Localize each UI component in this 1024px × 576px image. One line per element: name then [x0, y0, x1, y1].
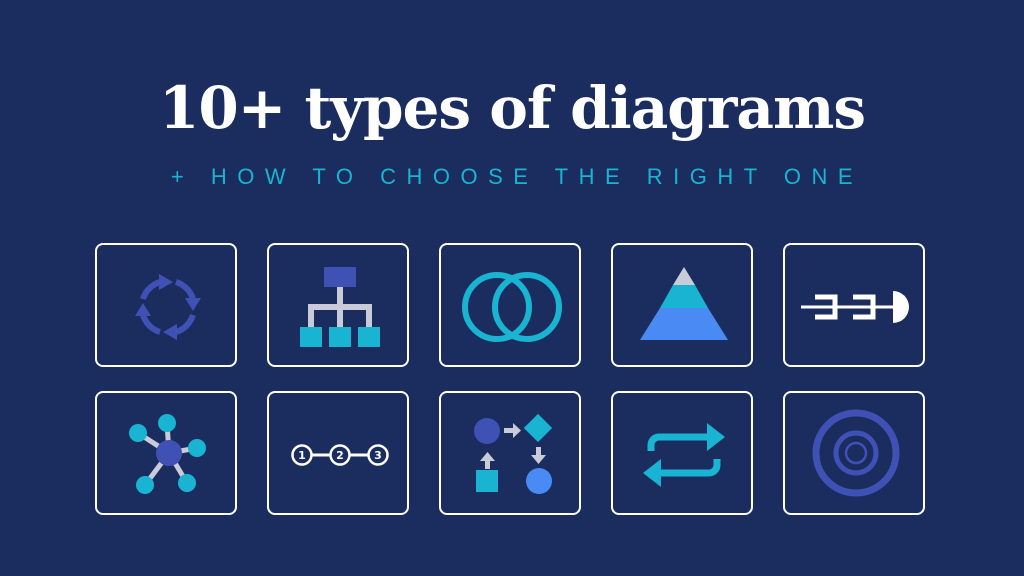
cycle-icon	[135, 274, 201, 340]
fishbone-icon	[801, 291, 909, 323]
timeline-step-2-label: 2	[336, 449, 344, 462]
timeline-icon: 1 2 3	[291, 444, 389, 466]
page-title: 10+ types of diagrams	[158, 74, 866, 142]
diagram-tile-cycle	[95, 243, 237, 367]
diagram-tile-loop	[611, 391, 753, 515]
timeline-step-1-label: 1	[298, 449, 306, 462]
org-chart-icon	[300, 267, 380, 347]
diagram-tile-network	[95, 391, 237, 515]
diagram-tile-pyramid	[611, 243, 753, 367]
page-subtitle: + HOW TO CHOOSE THE RIGHT ONE	[170, 164, 864, 189]
venn-icon	[462, 272, 562, 342]
pyramid-icon	[640, 267, 728, 340]
flowchart-icon	[474, 413, 553, 494]
loop-arrows-icon	[643, 423, 725, 487]
diagram-tile-timeline: 1 2 3	[267, 391, 409, 515]
diagram-tile-org-chart	[267, 243, 409, 367]
diagram-tile-flowchart	[439, 391, 581, 515]
target-icon	[812, 409, 900, 497]
diagram-tile-venn	[439, 243, 581, 367]
diagram-tile-target	[783, 391, 925, 515]
network-icon	[129, 414, 206, 494]
timeline-step-3-label: 3	[374, 449, 382, 462]
diagram-tile-fishbone	[783, 243, 925, 367]
